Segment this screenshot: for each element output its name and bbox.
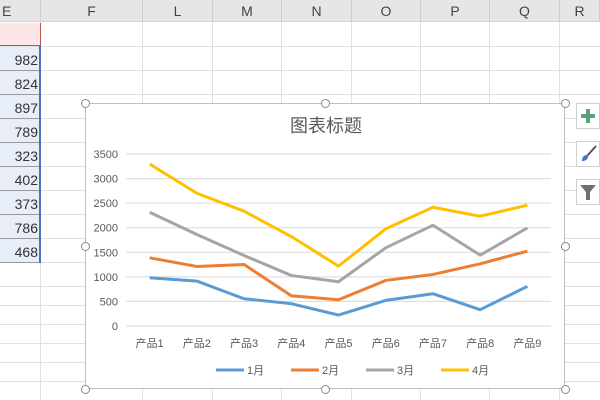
resize-handle[interactable] [80, 98, 90, 108]
legend-label: 1月 [247, 365, 264, 377]
cell-e[interactable]: 824 [0, 71, 41, 95]
line-chart[interactable]: 图表标题 0 500 1000 1500 2000 2500 3000 3500 产品1 产品2 产品… [85, 103, 565, 389]
column-header-L[interactable]: L [143, 0, 213, 22]
column-header-P[interactable]: P [421, 0, 490, 22]
series-line-2月 [149, 249, 528, 302]
plus-icon [581, 109, 595, 123]
y-tick-label: 1500 [94, 247, 118, 259]
y-tick-label: 2000 [94, 223, 118, 235]
cell-e[interactable]: 468 [0, 239, 41, 263]
legend-label: 4月 [472, 365, 489, 377]
chart-styles-button[interactable] [576, 141, 600, 167]
column-header-Q[interactable]: Q [490, 0, 560, 22]
resize-handle[interactable] [560, 241, 570, 251]
y-tick-label: 500 [100, 296, 118, 308]
chart-svg: 图表标题 0 500 1000 1500 2000 2500 3000 3500 产品1 产品2 产品… [94, 116, 551, 377]
x-tick-label: 产品1 [136, 336, 164, 350]
x-tick-label: 产品3 [230, 336, 258, 350]
y-tick-label: 3000 [94, 174, 118, 186]
series-line-3月 [148, 210, 529, 284]
y-tick-label: 3500 [94, 149, 118, 161]
gridline [0, 46, 600, 47]
x-tick-label: 产品9 [513, 336, 541, 350]
cell-e[interactable]: 373 [0, 191, 41, 215]
x-tick-label: 产品4 [277, 336, 305, 350]
resize-handle[interactable] [320, 98, 330, 108]
column-header-F[interactable]: F [41, 0, 143, 22]
x-tick-label: 产品6 [372, 336, 400, 350]
column-header-M[interactable]: M [213, 0, 282, 22]
chart-filters-button[interactable] [576, 179, 600, 205]
active-cell[interactable] [0, 23, 41, 46]
cell-e[interactable]: 786 [0, 215, 41, 239]
chart-elements-button[interactable] [576, 103, 600, 129]
filter-icon [580, 185, 596, 200]
chart-title: 图表标题 [290, 116, 362, 136]
selection-range [0, 46, 41, 263]
column-header-N[interactable]: N [282, 0, 352, 22]
cell-e[interactable]: 897 [0, 95, 41, 119]
resize-handle[interactable] [80, 384, 90, 394]
resize-handle[interactable] [80, 241, 90, 251]
x-tick-label: 产品5 [324, 336, 352, 350]
x-tick-label: 产品2 [183, 336, 211, 350]
cell-e[interactable]: 789 [0, 119, 41, 143]
y-tick-label: 0 [112, 321, 118, 333]
cell-e[interactable]: 402 [0, 167, 41, 191]
resize-handle[interactable] [560, 98, 570, 108]
gridline [0, 94, 600, 95]
resize-handle[interactable] [320, 384, 330, 394]
x-tick-label: 产品8 [466, 336, 494, 350]
column-header-E[interactable]: E [0, 0, 41, 22]
series-line-4月 [148, 162, 528, 268]
series-line-1月 [149, 276, 529, 317]
cell-e[interactable]: 323 [0, 143, 41, 167]
gridline [0, 70, 600, 71]
brush-icon [582, 145, 597, 161]
legend-label: 3月 [397, 365, 414, 377]
resize-handle[interactable] [560, 384, 570, 394]
y-tick-label: 2500 [94, 198, 118, 210]
column-header-O[interactable]: O [352, 0, 421, 22]
cell-e[interactable]: 982 [0, 47, 41, 71]
column-header-R[interactable]: R [560, 0, 600, 22]
legend-label: 2月 [322, 365, 339, 377]
y-tick-label: 1000 [94, 272, 118, 284]
x-tick-label: 产品7 [419, 336, 447, 350]
